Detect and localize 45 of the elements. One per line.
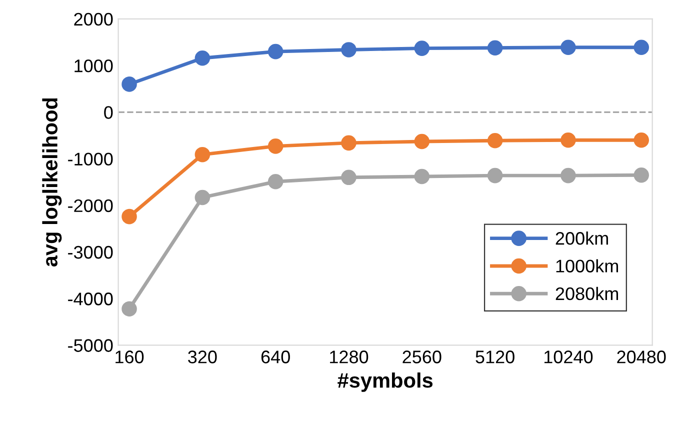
point xyxy=(341,170,356,186)
point xyxy=(560,40,576,56)
legend-label: 1000km xyxy=(556,259,618,272)
point xyxy=(634,40,650,56)
x-tick-label: 640 xyxy=(261,350,290,364)
point xyxy=(487,40,503,56)
point xyxy=(414,168,430,184)
y-tick-label: 0 xyxy=(104,106,113,119)
x-tick-label: 1280 xyxy=(330,350,368,364)
point xyxy=(414,40,430,56)
y-tick-label: -5000 xyxy=(68,339,113,352)
point xyxy=(414,134,430,150)
y-tick-label: -4000 xyxy=(68,292,113,306)
point xyxy=(341,135,356,151)
y-tick-label: -2000 xyxy=(68,199,113,212)
point xyxy=(634,167,650,183)
point xyxy=(487,168,503,184)
x-axis-title: #symbols xyxy=(338,372,433,392)
point xyxy=(268,174,284,190)
point xyxy=(634,132,650,148)
point xyxy=(122,301,137,317)
point xyxy=(341,42,356,58)
point xyxy=(268,138,284,154)
x-tick-label: 5120 xyxy=(476,350,514,364)
x-tick-label: 160 xyxy=(116,350,144,364)
y-tick-label: 2000 xyxy=(74,12,113,26)
point xyxy=(487,132,503,148)
x-tick-label: 10240 xyxy=(544,350,593,364)
point xyxy=(122,76,137,92)
x-tick-label: 2560 xyxy=(402,350,442,364)
point xyxy=(560,168,576,184)
point xyxy=(122,208,137,224)
legend-label: 2080km xyxy=(556,286,618,300)
x-tick-label: 320 xyxy=(188,350,217,364)
point xyxy=(560,132,576,148)
legend-label: 200km xyxy=(556,232,608,245)
y-tick-label: -1000 xyxy=(68,152,113,166)
point xyxy=(194,146,210,162)
y-axis-title: avg loglikelihood xyxy=(42,98,62,267)
point xyxy=(194,50,210,66)
y-tick-label: -3000 xyxy=(68,246,113,259)
x-tick-label: 20480 xyxy=(617,350,666,364)
point xyxy=(268,44,284,60)
point xyxy=(194,190,210,206)
y-tick-label: 1000 xyxy=(74,59,113,72)
